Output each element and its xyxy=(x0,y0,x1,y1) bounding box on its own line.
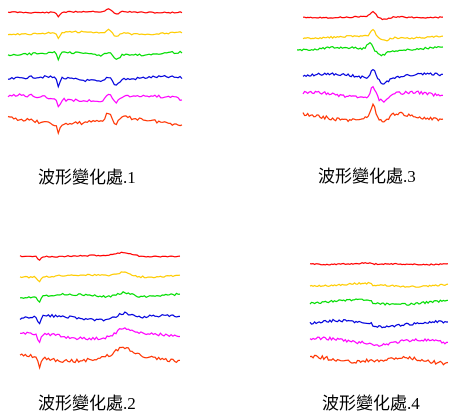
blue-trace xyxy=(302,68,443,85)
red-trace xyxy=(19,251,181,262)
caption-number: .4 xyxy=(407,394,420,413)
orange-trace xyxy=(309,354,449,366)
green-trace xyxy=(296,41,444,57)
waveform-caption-3: 波形變化處.3 xyxy=(318,162,416,187)
caption-text: 波形變化處 xyxy=(38,394,123,414)
waveform-caption-4: 波形變化處.4 xyxy=(322,389,420,414)
magenta-trace xyxy=(7,93,183,108)
blue-trace xyxy=(7,74,183,89)
waveform-panel-2 xyxy=(0,240,200,380)
orange-trace xyxy=(19,346,181,370)
red-trace xyxy=(309,261,449,266)
waveform-group-1-icon xyxy=(7,8,183,136)
magenta-trace xyxy=(302,85,443,104)
caption-number: .1 xyxy=(123,168,136,187)
waveform-panel-1 xyxy=(0,0,200,140)
orange-trace xyxy=(302,102,444,123)
caption-text: 波形變化處 xyxy=(322,394,407,414)
caption-text: 波形變化處 xyxy=(38,168,123,188)
waveform-caption-1: 波形變化處.1 xyxy=(38,163,136,188)
green-trace xyxy=(309,298,449,306)
caption-number: .2 xyxy=(123,394,136,413)
waveform-group-2-icon xyxy=(19,251,181,370)
magenta-trace xyxy=(309,335,448,347)
waveform-panel-4 xyxy=(280,240,451,380)
magenta-trace xyxy=(19,327,180,344)
waveform-group-4-icon xyxy=(309,261,449,366)
waveform-panel-3 xyxy=(275,0,451,140)
waveform-caption-2: 波形變化處.2 xyxy=(38,389,136,414)
yellow-trace xyxy=(7,28,183,40)
blue-trace xyxy=(19,311,181,325)
yellow-trace xyxy=(302,28,444,42)
caption-number: .3 xyxy=(403,167,416,186)
red-trace xyxy=(303,10,444,21)
yellow-trace xyxy=(309,281,449,288)
blue-trace xyxy=(309,318,448,329)
red-trace xyxy=(7,8,183,18)
orange-trace xyxy=(7,112,183,136)
waveform-group-3-icon xyxy=(296,10,444,123)
caption-text: 波形變化處 xyxy=(318,167,403,187)
yellow-trace xyxy=(19,271,181,283)
green-trace xyxy=(7,50,183,62)
green-trace xyxy=(19,291,181,304)
